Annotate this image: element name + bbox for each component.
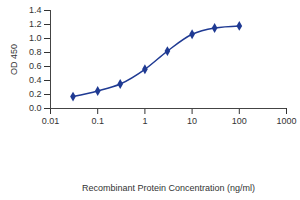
svg-text:1.0: 1.0 bbox=[29, 33, 42, 43]
svg-text:1.4: 1.4 bbox=[29, 5, 42, 15]
svg-text:0.01: 0.01 bbox=[42, 116, 60, 126]
svg-text:0.8: 0.8 bbox=[29, 47, 42, 57]
svg-text:0.2: 0.2 bbox=[29, 89, 42, 99]
svg-text:0.1: 0.1 bbox=[91, 116, 104, 126]
svg-text:1000: 1000 bbox=[276, 116, 296, 126]
svg-text:0.6: 0.6 bbox=[29, 61, 42, 71]
svg-text:0.0: 0.0 bbox=[29, 103, 42, 113]
svg-text:0.4: 0.4 bbox=[29, 75, 42, 85]
svg-text:1: 1 bbox=[142, 116, 147, 126]
svg-text:1.2: 1.2 bbox=[29, 19, 42, 29]
svg-text:OD 450: OD 450 bbox=[9, 44, 19, 75]
svg-text:100: 100 bbox=[232, 116, 247, 126]
svg-text:10: 10 bbox=[187, 116, 197, 126]
svg-text:Recombinant Protein Concentrat: Recombinant Protein Concentration (ng/ml… bbox=[82, 183, 255, 193]
